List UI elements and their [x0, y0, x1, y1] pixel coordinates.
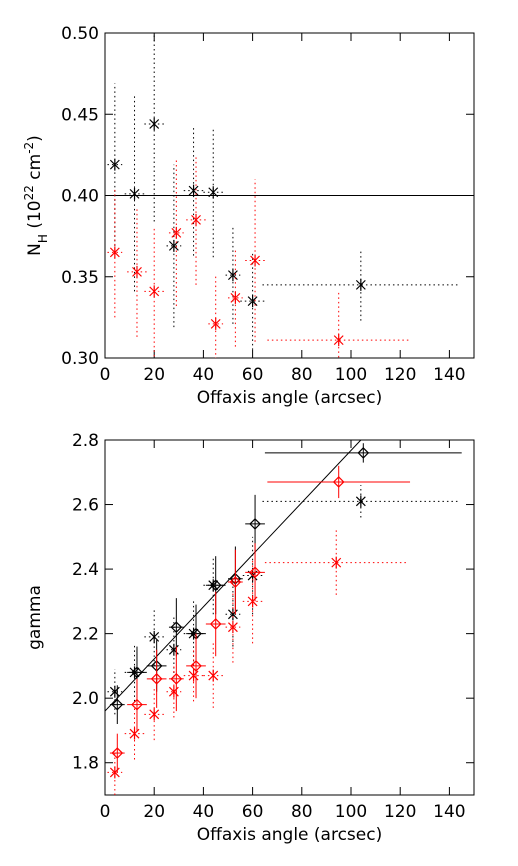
marker — [209, 618, 222, 630]
marker — [109, 246, 120, 259]
y-axis-label: NH (1022 cm-2) — [22, 135, 50, 256]
y-tick-label: 0.50 — [61, 24, 99, 44]
marker — [355, 495, 366, 508]
y-axis-label: gamma — [25, 585, 45, 650]
marker — [131, 666, 143, 679]
y-tick-label: 2.0 — [72, 689, 99, 709]
x-tick-label: 80 — [291, 802, 313, 822]
panel: 0 20 40 60 80 100 120 140 0.30 0.35 0.40 0.45 0.50 Of… — [22, 24, 475, 408]
marker — [249, 518, 261, 530]
marker — [250, 254, 260, 267]
marker — [129, 187, 140, 200]
panel: 0 20 40 60 80 100 120 140 1.8 2.0 2.2 2.4 2.6 2.8 Offa… — [25, 431, 475, 845]
marker — [109, 685, 120, 698]
marker — [247, 595, 258, 608]
marker — [332, 476, 345, 488]
marker — [150, 672, 163, 685]
marker — [208, 669, 219, 682]
plot-area — [105, 33, 474, 358]
marker — [149, 630, 160, 643]
marker — [249, 566, 261, 579]
marker — [170, 672, 183, 685]
marker — [210, 317, 221, 330]
y-axis-label-part: N — [25, 243, 45, 256]
y-tick-label: 0.30 — [61, 349, 99, 369]
x-tick-label: 20 — [143, 802, 165, 822]
plot-area — [105, 440, 462, 795]
marker — [209, 579, 222, 592]
marker — [190, 660, 202, 672]
marker — [188, 669, 199, 682]
marker — [331, 556, 342, 569]
marker — [168, 685, 179, 698]
x-tick-label: 60 — [242, 802, 264, 822]
marker — [129, 727, 140, 740]
marker — [149, 708, 160, 721]
x-axis-label: Offaxis angle (arcsec) — [197, 825, 382, 845]
y-tick-label: 2.2 — [72, 625, 99, 645]
marker — [168, 239, 179, 252]
marker — [227, 608, 238, 621]
y-axis-label-part: H — [36, 234, 50, 243]
y-tick-label: 1.8 — [72, 754, 99, 774]
x-tick-label: 40 — [193, 802, 215, 822]
marker — [111, 747, 124, 759]
x-tick-label: 0 — [100, 365, 111, 385]
marker — [247, 295, 258, 308]
y-axis-label-part: (10 — [25, 200, 45, 234]
y-axis-label-part: gamma — [25, 585, 45, 650]
marker — [229, 576, 242, 588]
marker — [230, 291, 241, 304]
x-tick-label: 80 — [291, 365, 313, 385]
y-axis-label-part: cm — [25, 154, 45, 185]
marker — [149, 118, 160, 130]
x-axis-label: Offaxis angle (arcsec) — [197, 388, 382, 408]
y-tick-label: 2.6 — [72, 496, 99, 516]
y-axis-label-part: ) — [25, 135, 45, 142]
marker — [109, 766, 120, 779]
marker — [170, 621, 183, 634]
y-tick-label: 0.35 — [61, 268, 99, 288]
x-tick-label: 40 — [193, 365, 215, 385]
y-tick-label: 2.8 — [72, 431, 99, 451]
x-tick-label: 0 — [100, 802, 111, 822]
x-tick-label: 140 — [433, 365, 465, 385]
x-tick-label: 60 — [242, 365, 264, 385]
marker — [208, 186, 219, 199]
marker — [227, 621, 238, 634]
marker — [132, 265, 142, 278]
x-tick-label: 120 — [384, 802, 416, 822]
x-tick-label: 20 — [143, 365, 165, 385]
y-tick-label: 2.4 — [72, 560, 99, 580]
y-axis-label-part: -2 — [22, 142, 36, 154]
marker — [357, 447, 370, 459]
x-tick-label: 120 — [384, 365, 416, 385]
plot-frame — [104, 439, 475, 796]
marker — [227, 269, 238, 282]
marker — [109, 158, 120, 171]
x-tick-label: 140 — [433, 802, 465, 822]
y-axis-label-part: 22 — [22, 185, 36, 200]
y-tick-label: 0.45 — [61, 105, 99, 125]
marker — [131, 698, 143, 711]
y-tick-label: 0.40 — [61, 187, 99, 207]
marker — [168, 643, 179, 656]
marker — [191, 213, 201, 226]
marker — [188, 184, 199, 197]
marker — [149, 285, 160, 298]
marker — [171, 226, 182, 239]
x-tick-label: 100 — [335, 365, 367, 385]
marker — [355, 278, 366, 291]
x-tick-label: 100 — [335, 802, 367, 822]
marker — [111, 698, 124, 711]
marker — [333, 334, 344, 347]
